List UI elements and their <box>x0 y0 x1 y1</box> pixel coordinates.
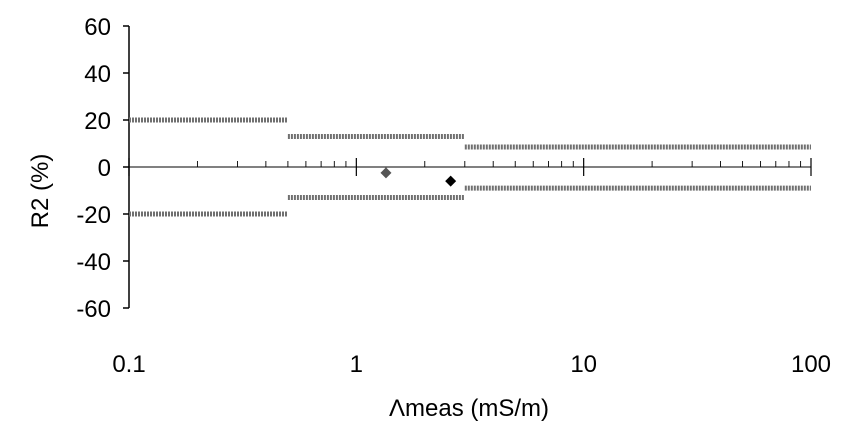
series-layer <box>129 117 811 217</box>
data-point <box>445 175 457 187</box>
y-tick-label: 20 <box>84 108 111 135</box>
y-tick-label: 60 <box>84 14 111 41</box>
data-point <box>380 167 392 179</box>
y-tick-label: 40 <box>84 61 111 88</box>
y-axis-title: R2 (%) <box>27 154 54 229</box>
y-tick-label: 0 <box>98 155 111 182</box>
y-tick-label: -20 <box>76 202 111 229</box>
axes <box>123 25 812 309</box>
x-tick-label: 1 <box>350 351 363 378</box>
y-tick-label: -40 <box>76 249 111 276</box>
x-tick-label: 100 <box>791 351 831 378</box>
labels: R2 (%) Λmeas (mS/m) 60 40 20 0 -20 -40 -60 0.1 1… <box>27 14 831 422</box>
y-tick-label: -60 <box>76 296 111 323</box>
x-tick-label: 10 <box>570 351 597 378</box>
x-axis-title: Λmeas (mS/m) <box>389 395 549 422</box>
x-tick-label: 0.1 <box>112 351 145 378</box>
